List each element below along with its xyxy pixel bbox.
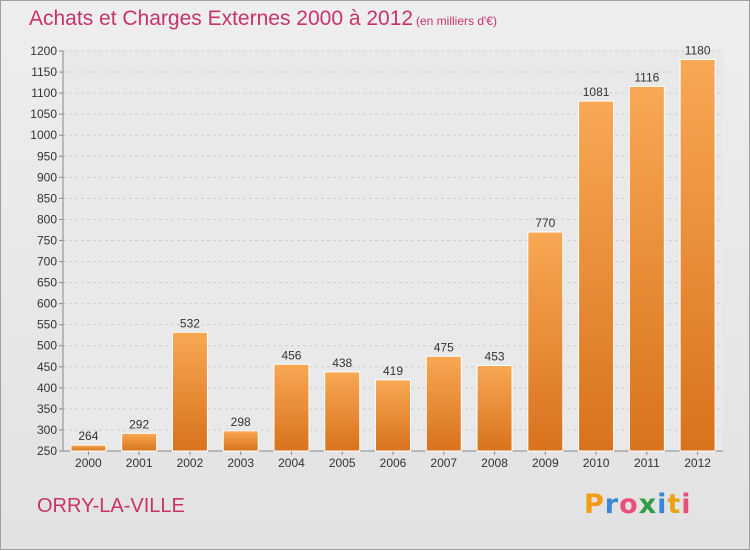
x-tick-label-2002: 2002 bbox=[177, 456, 204, 470]
x-tick-label-2007: 2007 bbox=[430, 456, 457, 470]
y-tick-label: 900 bbox=[37, 170, 57, 184]
bar-2003 bbox=[222, 430, 259, 452]
x-tick-label-2012: 2012 bbox=[684, 456, 711, 470]
bar-2012 bbox=[679, 58, 716, 452]
y-tick-label: 1150 bbox=[31, 65, 57, 79]
chart-unit: (en milliers d'€) bbox=[416, 14, 497, 28]
data-label-2005: 438 bbox=[332, 356, 352, 370]
x-tick-label-2004: 2004 bbox=[278, 456, 305, 470]
bar-2002 bbox=[171, 331, 208, 452]
bar-2009 bbox=[527, 231, 564, 452]
y-tick-label: 600 bbox=[37, 297, 57, 311]
data-label-2010: 1081 bbox=[583, 85, 610, 99]
data-labels: 264 292 532 298 456 438 419 475 453 770 1081 1116 11… bbox=[78, 43, 710, 443]
data-label-2001: 292 bbox=[129, 417, 149, 431]
y-tick-label: 450 bbox=[37, 360, 57, 374]
y-tick-label: 250 bbox=[37, 444, 57, 458]
y-tick-label: 1050 bbox=[30, 107, 57, 121]
y-tick-label: 1200 bbox=[30, 44, 57, 58]
data-label-2004: 456 bbox=[281, 348, 301, 362]
bar-2006 bbox=[375, 379, 411, 452]
y-tick-label: 750 bbox=[37, 233, 57, 247]
data-label-2002: 532 bbox=[180, 316, 200, 330]
x-tick-label-2001: 2001 bbox=[126, 456, 153, 470]
bar-2010 bbox=[578, 100, 615, 452]
data-label-2009: 770 bbox=[535, 216, 555, 230]
y-tick-label: 500 bbox=[37, 339, 57, 353]
bar-2007 bbox=[425, 355, 462, 452]
chart-title: Achats et Charges Externes 2000 à 2012 bbox=[29, 7, 414, 30]
x-tick-label-2009: 2009 bbox=[532, 456, 559, 470]
x-tick-label-2010: 2010 bbox=[583, 456, 610, 470]
bar-2008 bbox=[476, 365, 513, 452]
bar-2005 bbox=[324, 371, 361, 452]
y-tick-label: 800 bbox=[37, 212, 57, 226]
data-label-2008: 453 bbox=[485, 350, 505, 364]
data-label-2003: 298 bbox=[231, 415, 251, 429]
x-tick-label-2008: 2008 bbox=[481, 456, 508, 470]
y-tick-label: 300 bbox=[37, 423, 57, 437]
place-name: ORRY-LA-VILLE bbox=[37, 495, 185, 517]
y-tick-label: 850 bbox=[37, 191, 57, 205]
bars bbox=[70, 58, 716, 452]
bar-2001 bbox=[121, 432, 158, 452]
bar-2004 bbox=[273, 363, 310, 452]
x-tick-label-2006: 2006 bbox=[380, 456, 407, 470]
y-tick-label: 1100 bbox=[31, 86, 57, 100]
bar-2011 bbox=[628, 85, 665, 452]
x-tick-label-2005: 2005 bbox=[329, 456, 356, 470]
y-tick-label: 700 bbox=[37, 255, 57, 269]
y-tick-label: 550 bbox=[37, 318, 57, 332]
data-label-2011: 1116 bbox=[634, 70, 659, 84]
data-label-2006: 419 bbox=[383, 364, 403, 378]
y-tick-label: 1000 bbox=[30, 128, 57, 142]
x-tick-label-2011: 2011 bbox=[634, 456, 660, 470]
x-tick-label-2003: 2003 bbox=[227, 456, 254, 470]
data-label-2000: 264 bbox=[78, 429, 98, 443]
y-tick-label: 400 bbox=[37, 381, 57, 395]
bar-2000 bbox=[70, 444, 107, 452]
y-tick-label: 950 bbox=[37, 149, 57, 163]
y-tick-label: 650 bbox=[37, 276, 57, 290]
data-label-2007: 475 bbox=[434, 340, 454, 354]
proxiti-logo: Proxiti bbox=[584, 489, 692, 520]
x-tick-label-2000: 2000 bbox=[75, 456, 102, 470]
data-label-2012: 1180 bbox=[685, 43, 711, 57]
y-tick-label: 350 bbox=[37, 402, 57, 416]
